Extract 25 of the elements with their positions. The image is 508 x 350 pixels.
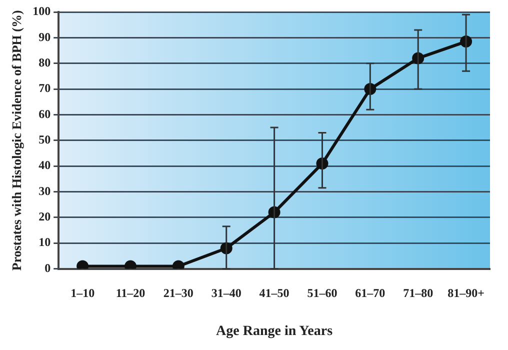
point <box>172 260 184 269</box>
y-tick-label: 10 <box>38 235 51 250</box>
y-tick-label: 70 <box>38 81 51 96</box>
x-tick-label: 61–70 <box>355 286 386 300</box>
x-axis-title: Age Range in Years <box>216 324 334 340</box>
point <box>124 260 136 269</box>
x-tick-label: 11–20 <box>116 286 146 300</box>
x-tick-label: 1–10 <box>70 286 95 300</box>
y-tick-label: 80 <box>38 55 51 70</box>
y-axis-title: Prostates with Histologic Evidence of BPH (%) <box>9 10 24 271</box>
y-tick-label: 0 <box>44 260 51 275</box>
y-tick-label: 100 <box>32 4 51 18</box>
y-tick-label: 40 <box>38 158 51 172</box>
x-tick-label: 31–40 <box>211 286 242 300</box>
x-tick-label: 81–90+ <box>448 286 485 300</box>
point <box>76 260 89 269</box>
y-tick-label: 50 <box>38 132 51 146</box>
x-tick-label: 51–60 <box>307 286 338 300</box>
x-tick-label: 71–80 <box>403 286 434 300</box>
x-tick-label: 21–30 <box>163 286 194 300</box>
x-tick-label: 41–50 <box>259 286 290 300</box>
y-tick-label: 90 <box>38 30 51 44</box>
y-tick-label: 20 <box>38 210 51 224</box>
y-tick-label: 60 <box>38 106 51 121</box>
y-tick-label: 30 <box>38 184 51 198</box>
